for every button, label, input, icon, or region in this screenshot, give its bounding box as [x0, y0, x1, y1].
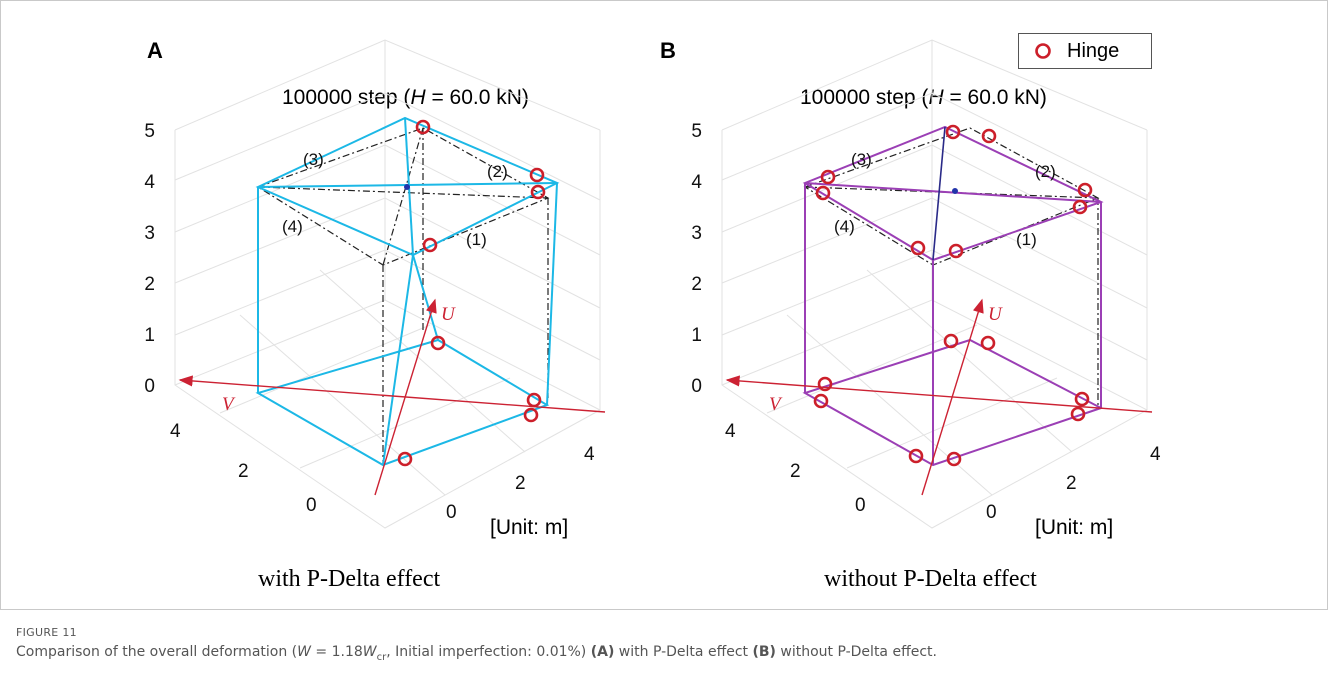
panel-b-unit-label: [Unit: m] [1035, 516, 1114, 539]
panel-a-member-2: (2) [487, 162, 508, 181]
svg-text:1: 1 [144, 325, 155, 346]
panel-b-letter: B [660, 38, 676, 63]
svg-text:0: 0 [855, 495, 866, 516]
panel-b-v-label: V [769, 394, 783, 415]
panel-a-unit-label: [Unit: m] [490, 516, 569, 539]
panel-b-subcaption: without P-Delta effect [824, 566, 1037, 592]
panel-b-plot: U V (1) (2) (3) (4) [691, 39, 1161, 529]
legend-label: Hinge [1067, 40, 1120, 62]
panel-a-member-3: (3) [303, 150, 324, 169]
legend: Hinge [1018, 33, 1152, 69]
panel-a-member-labels: (1) (2) (3) (4) [282, 150, 508, 249]
svg-text:5: 5 [144, 121, 155, 142]
panel-a-member-4: (4) [282, 217, 303, 236]
panel-a-right-ticks: 0 2 4 [446, 444, 595, 523]
panel-a-letter: A [147, 38, 163, 63]
panel-a-v-label: V [222, 394, 236, 415]
svg-text:4: 4 [725, 421, 736, 442]
panel-a-subcaption: with P-Delta effect [258, 566, 441, 592]
hinge-marker-icon [1035, 43, 1051, 59]
svg-text:2: 2 [790, 461, 801, 482]
figure-frame [0, 0, 1328, 610]
panel-b-member-3: (3) [851, 150, 872, 169]
panel-a-hinges [397, 119, 546, 467]
svg-text:0: 0 [986, 502, 997, 523]
panel-b-member-labels: (1) (2) (3) (4) [834, 150, 1056, 249]
svg-text:2: 2 [144, 274, 155, 295]
panel-a-z-ticks: 0 1 2 3 4 5 [144, 121, 155, 397]
panel-b-right-ticks: 0 2 4 [986, 444, 1161, 523]
svg-text:4: 4 [1150, 444, 1161, 465]
panel-b-center-node [952, 188, 958, 194]
svg-text:4: 4 [170, 421, 181, 442]
svg-text:3: 3 [691, 223, 702, 244]
svg-text:0: 0 [144, 376, 155, 397]
svg-text:5: 5 [691, 121, 702, 142]
svg-text:2: 2 [515, 473, 526, 494]
panel-b-diagonal [932, 126, 946, 261]
panel-b-axes [725, 298, 1153, 496]
panel-a-title: 100000 step (H = 60.0 kN) [282, 86, 529, 109]
svg-text:1: 1 [691, 325, 702, 346]
panel-b-member-1: (1) [1016, 230, 1037, 249]
panel-b-deformed [802, 125, 1104, 467]
panel-a-deformed [255, 116, 560, 467]
svg-text:0: 0 [306, 495, 317, 516]
svg-text:4: 4 [691, 172, 702, 193]
svg-text:3: 3 [144, 223, 155, 244]
svg-text:2: 2 [238, 461, 249, 482]
panel-a-u-label: U [441, 304, 456, 325]
svg-text:2: 2 [1066, 473, 1077, 494]
panel-b-grid [721, 39, 1148, 529]
panel-b-hinges [813, 124, 1093, 467]
panel-b-member-2: (2) [1035, 162, 1056, 181]
svg-text:4: 4 [584, 444, 595, 465]
panel-a-grid [174, 39, 601, 529]
panel-a-plot: U V (1) (2) (3) (4) 0 1 2 3 4 5 [144, 39, 606, 529]
panel-b-left-ticks: 4 2 0 [725, 421, 866, 516]
figure-caption: Comparison of the overall deformation (W… [16, 644, 937, 663]
figure-plots: U V (1) (2) (3) (4) 0 1 2 3 4 5 [144, 39, 1161, 529]
svg-text:2: 2 [691, 274, 702, 295]
panel-b-z-ticks: 0 1 2 3 4 5 [691, 121, 702, 397]
panel-b-member-4: (4) [834, 217, 855, 236]
figure-label: FIGURE 11 [16, 626, 77, 639]
panel-a-member-1: (1) [466, 230, 487, 249]
panel-b-u-label: U [988, 304, 1003, 325]
svg-text:0: 0 [446, 502, 457, 523]
panel-a-left-ticks: 4 2 0 [170, 421, 317, 516]
panel-a-center-node [404, 184, 410, 190]
panel-a-reference [256, 127, 550, 465]
svg-text:4: 4 [144, 172, 155, 193]
svg-text:0: 0 [691, 376, 702, 397]
